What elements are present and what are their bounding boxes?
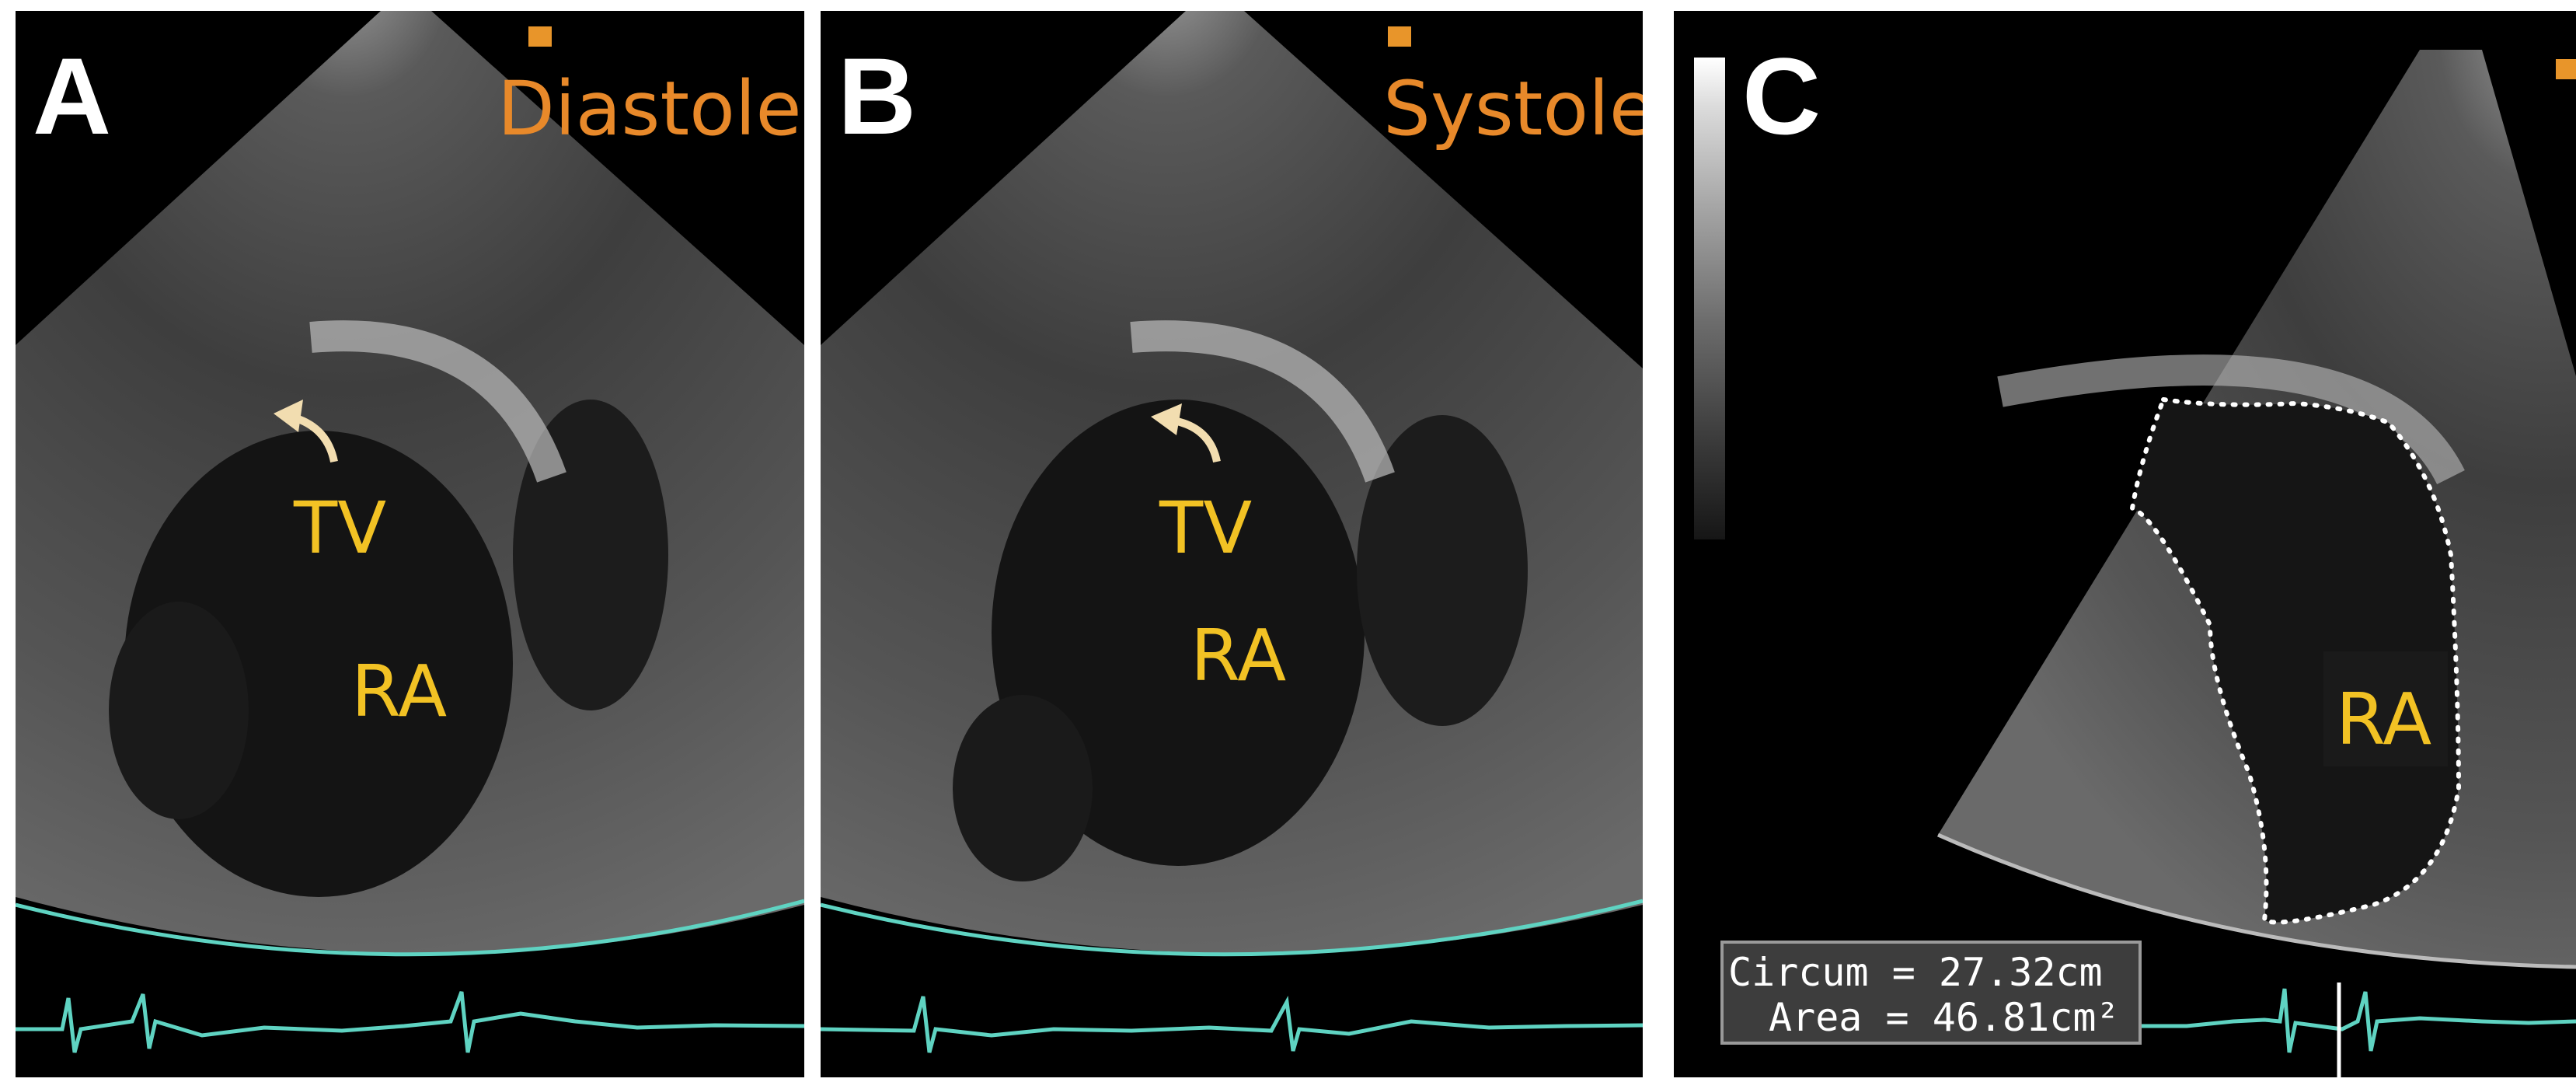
chamber-shadow-b2	[953, 695, 1093, 881]
sector-arc-a	[16, 899, 804, 957]
ecg-trace-icon	[821, 995, 1643, 1053]
tissue-band-b	[1130, 320, 1395, 483]
panel-letter-b: B	[838, 35, 917, 157]
ra-tracing-outline	[2129, 396, 2462, 925]
arrow-head-b	[1151, 403, 1182, 435]
tissue-band-a	[309, 320, 566, 483]
panel-c-area-measurement: C RA Circum = 27.32cm Area = 46.81cm²	[1674, 11, 2576, 1077]
panel-a-diastole: A Diastole TV RA	[16, 11, 804, 1077]
ra-label-c: RA	[2336, 678, 2432, 761]
sector-arc-c	[1936, 832, 2576, 969]
circumference-readout: Circum = 27.32cm	[1728, 950, 2103, 995]
sector-arc-b	[821, 899, 1643, 957]
ultrasound-scan-c	[1936, 50, 2576, 1077]
ecg-trace-icon	[2140, 988, 2576, 1053]
probe-marker-icon	[1388, 26, 1411, 47]
probe-marker-icon	[2556, 59, 2576, 79]
chamber-shadow-b	[1357, 415, 1528, 726]
tv-label-b: TV	[1159, 487, 1253, 570]
ra-label-b: RA	[1190, 614, 1287, 697]
measurement-box: Circum = 27.32cm Area = 46.81cm²	[1720, 941, 2142, 1045]
ultrasound-scan-b	[821, 11, 1643, 1053]
phase-label-a: Diastole	[497, 65, 802, 152]
tissue-band-c	[1997, 354, 2465, 485]
panel-letter-c: C	[1742, 35, 1821, 157]
area-readout: Area = 46.81cm²	[1769, 995, 2120, 1040]
arrow-head-a	[274, 400, 303, 432]
ecg-trace-icon	[16, 991, 804, 1053]
ra-label-a: RA	[351, 650, 448, 733]
phase-label-b: Systole	[1383, 65, 1643, 152]
tv-label-a: TV	[294, 487, 387, 570]
ultrasound-scan-a	[16, 11, 804, 1053]
ra-label-background	[2323, 651, 2448, 766]
panel-letter-a: A	[33, 35, 112, 157]
grayscale-bar-icon	[1694, 58, 1725, 539]
probe-marker-icon	[528, 26, 552, 47]
chamber-shadow-a2	[109, 602, 249, 819]
panel-b-systole: B Systole TV RA	[821, 11, 1643, 1077]
